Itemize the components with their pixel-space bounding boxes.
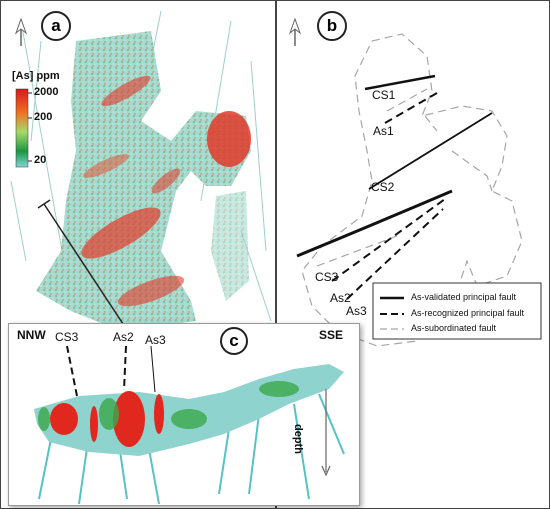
orebody-point-cloud [36, 31, 251, 331]
section-label-as3: As3 [145, 333, 166, 347]
panel-c-section [34, 345, 345, 505]
high-grade-zones [50, 391, 164, 447]
legend-label-validated: As-validated principal fault [411, 292, 517, 302]
legend-label-recognized: As-recognized principal fault [411, 308, 525, 318]
legend-label-subordinated: As-subordinated fault [411, 323, 497, 333]
depth-label: depth [292, 424, 304, 454]
section-fault-as2 [123, 345, 127, 391]
section-line-tick [37, 199, 51, 209]
colorbar [15, 88, 29, 168]
north-arrow-icon [288, 17, 302, 46]
fault-label-as3: As3 [346, 304, 367, 318]
panel-c: c NNW SSE CS3 As2 As3 depth [8, 323, 360, 506]
colorbar-title: [As] ppm [12, 70, 60, 82]
fault-cs1 [364, 74, 436, 91]
fault-label-cs3: CS3 [315, 270, 339, 284]
colorbar-tick-20: 20 [34, 154, 47, 166]
section-label-cs3: CS3 [55, 330, 79, 344]
fault-label-cs1: CS1 [372, 88, 396, 102]
north-arrow-icon [14, 17, 28, 46]
fault-label-as2: As2 [330, 291, 351, 305]
section-fault-as3 [150, 345, 156, 393]
orebody-outline [301, 33, 523, 347]
fault-label-as1: As1 [373, 124, 394, 138]
section-line [43, 203, 132, 337]
panel-c-label: c [220, 327, 248, 355]
direction-right: SSE [319, 328, 344, 342]
panel-b-label: b [317, 11, 347, 41]
fault-as3 [346, 208, 444, 300]
panel-a-plot [10, 10, 272, 337]
fault-cs3 [296, 189, 453, 258]
section-fault-cs3 [66, 345, 78, 397]
section-label-as2: As2 [113, 330, 134, 344]
direction-left: NNW [17, 328, 46, 342]
fault-as1 [384, 92, 438, 124]
colorbar-tick-2000: 2000 [34, 86, 59, 98]
mid-grade-zones [38, 381, 299, 431]
panel-a-label: a [41, 11, 71, 41]
fault-as2 [331, 198, 446, 282]
fault-label-cs2: CS2 [371, 180, 395, 194]
panel-b-map [288, 17, 542, 347]
fault-cs2 [368, 112, 493, 190]
colorbar-tick-200: 200 [34, 111, 53, 123]
legend-box [372, 282, 542, 340]
